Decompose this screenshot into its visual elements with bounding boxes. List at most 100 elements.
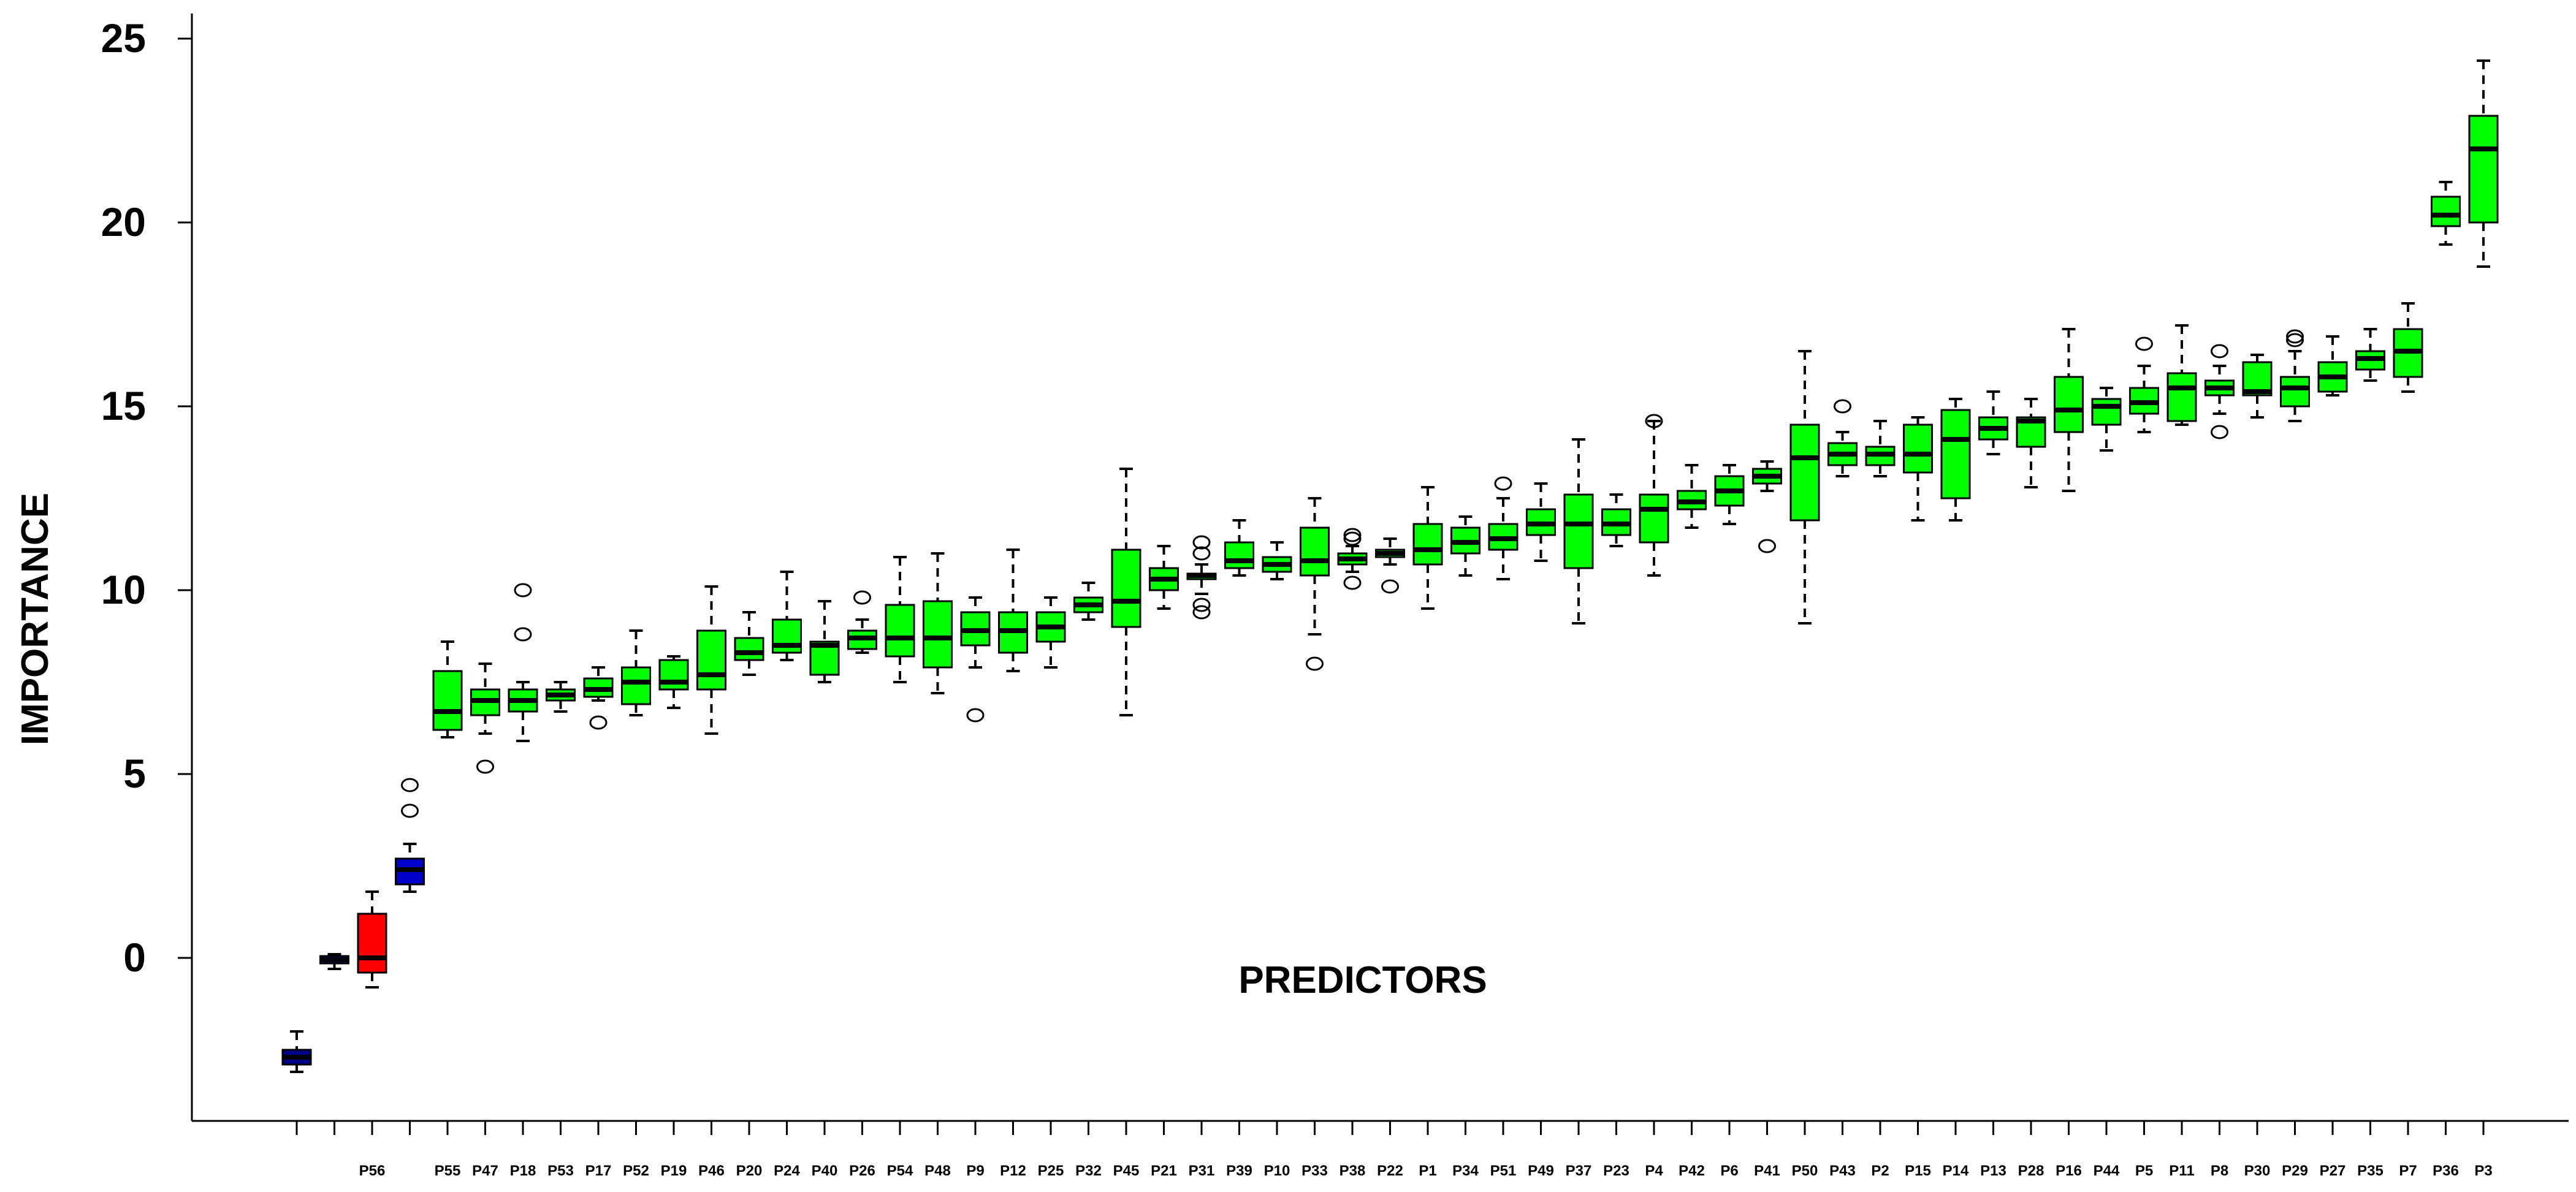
box-group xyxy=(923,552,953,694)
x-tick-label: P1 xyxy=(1419,1163,1436,1179)
x-tick-label: P25 xyxy=(1038,1163,1064,1179)
box-group xyxy=(508,583,538,742)
outlier-point xyxy=(1834,399,1851,414)
x-tick-label: P44 xyxy=(2094,1163,2120,1179)
outlier-point xyxy=(1381,579,1399,594)
x-tick-label: P34 xyxy=(1452,1163,1479,1179)
box-group xyxy=(2054,328,2084,492)
box-iqr xyxy=(923,600,953,669)
box-group xyxy=(696,585,726,735)
box-iqr xyxy=(734,637,764,661)
x-tick-label: P32 xyxy=(1075,1163,1102,1179)
x-tick-label: P36 xyxy=(2433,1163,2459,1179)
box-group xyxy=(2166,324,2197,426)
box-group xyxy=(2431,181,2461,246)
x-tick-label: P48 xyxy=(924,1163,951,1179)
x-axis-title: PREDICTORS xyxy=(1238,959,1487,1001)
box-iqr xyxy=(2091,398,2122,426)
box-iqr xyxy=(658,659,689,691)
outlier-point xyxy=(1645,414,1663,428)
x-tick-label: P14 xyxy=(1943,1163,1969,1179)
box-group xyxy=(2393,302,2423,393)
x-tick-label: P23 xyxy=(1603,1163,1629,1179)
x-tick-label: P18 xyxy=(510,1163,536,1179)
box-group xyxy=(1224,519,1254,577)
x-tick-label: P22 xyxy=(1377,1163,1403,1179)
x-tick-label: P31 xyxy=(1189,1163,1215,1179)
outlier-point xyxy=(1494,476,1512,491)
outlier-point xyxy=(1192,598,1211,612)
box-iqr xyxy=(1940,409,1971,499)
outlier-point xyxy=(1192,546,1211,561)
box-group xyxy=(885,556,915,683)
y-tick-label: 15 xyxy=(101,383,146,428)
x-tick-label: P35 xyxy=(2357,1163,2384,1179)
x-tick-label: P50 xyxy=(1792,1163,1818,1179)
box-iqr xyxy=(1111,549,1141,628)
outlier-point xyxy=(1306,656,1324,671)
box-iqr xyxy=(2166,372,2197,422)
y-tick-label: 5 xyxy=(123,751,146,796)
box-group xyxy=(1865,420,1896,477)
x-tick-label: P10 xyxy=(1264,1163,1290,1179)
box-group xyxy=(2355,328,2385,382)
x-tick-label: P15 xyxy=(1905,1163,1931,1179)
outlier-point xyxy=(401,778,419,792)
x-tick-label: P26 xyxy=(849,1163,875,1179)
x-tick-label: P37 xyxy=(1566,1163,1592,1179)
x-tick-label: P28 xyxy=(2018,1163,2044,1179)
outlier-point xyxy=(1758,539,1776,553)
x-tick-label: P5 xyxy=(2135,1163,2153,1179)
x-tick-label: P55 xyxy=(435,1163,461,1179)
box-group xyxy=(1978,390,2008,455)
box-iqr xyxy=(696,629,726,691)
x-tick-label: P54 xyxy=(887,1163,913,1179)
x-tick-label: P39 xyxy=(1226,1163,1252,1179)
box-group xyxy=(847,590,877,654)
x-tick-label: P30 xyxy=(2244,1163,2271,1179)
x-tick-label: P29 xyxy=(2282,1163,2308,1179)
box-group xyxy=(2016,398,2046,488)
box-iqr xyxy=(2468,115,2499,224)
box-group xyxy=(2204,344,2235,439)
outlier-point xyxy=(2211,425,2228,439)
outlier-point xyxy=(1343,531,1362,546)
box-iqr xyxy=(1639,493,1669,544)
box-group xyxy=(621,629,651,716)
x-tick-label: P3 xyxy=(2474,1163,2492,1179)
x-tick-label: P17 xyxy=(585,1163,612,1179)
outlier-point xyxy=(514,627,532,642)
outlier-point xyxy=(966,708,985,723)
y-axis-title: IMPORTANCE xyxy=(14,493,56,745)
y-tick-label: 10 xyxy=(101,567,146,612)
box-group xyxy=(319,953,349,970)
box-group xyxy=(1639,414,1669,577)
box-iqr xyxy=(1789,423,1820,522)
x-tick-label: P7 xyxy=(2399,1163,2417,1179)
box-group xyxy=(2129,336,2159,433)
box-group xyxy=(1149,545,1179,610)
outlier-point xyxy=(514,583,532,598)
box-group xyxy=(772,571,802,661)
x-tick-label: P12 xyxy=(1000,1163,1026,1179)
box-group xyxy=(734,611,764,676)
x-tick-label: P19 xyxy=(661,1163,687,1179)
y-tick-label: 25 xyxy=(101,15,146,61)
box-group xyxy=(281,1030,312,1073)
x-tick-label: P33 xyxy=(1301,1163,1328,1179)
box-iqr xyxy=(2431,196,2461,227)
x-tick-label: P42 xyxy=(1679,1163,1705,1179)
outlier-point xyxy=(1192,605,1211,620)
box-group xyxy=(1714,464,1745,525)
y-axis-ticks: 0 5 10 15 20 25 xyxy=(101,15,192,980)
x-tick-label: P46 xyxy=(698,1163,725,1179)
box-group xyxy=(1412,486,1443,610)
x-tick-label: P41 xyxy=(1754,1163,1780,1179)
outlier-point xyxy=(2286,329,2304,344)
y-tick-label: 20 xyxy=(101,199,146,245)
box-group xyxy=(432,640,463,738)
x-tick-label: P47 xyxy=(472,1163,498,1179)
x-tick-label: P51 xyxy=(1490,1163,1517,1179)
box-group xyxy=(1752,460,1782,553)
